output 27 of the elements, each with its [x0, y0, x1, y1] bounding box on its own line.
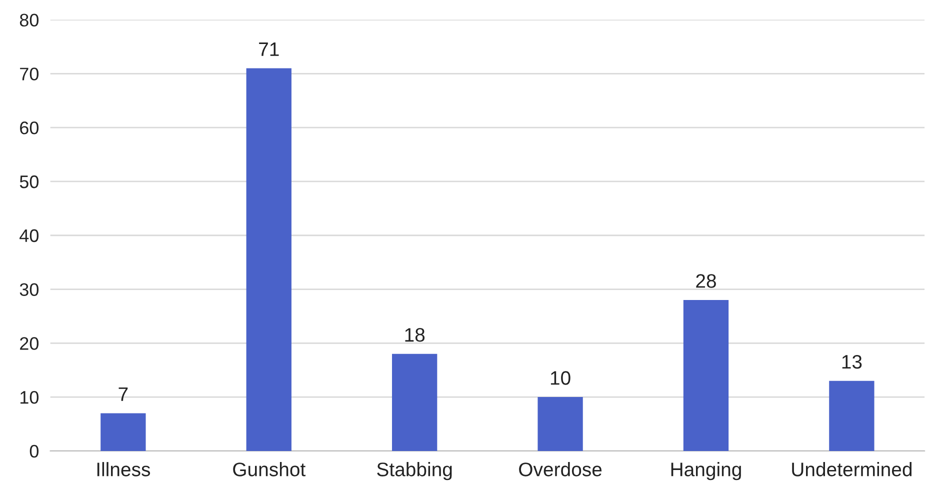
bar	[538, 397, 583, 451]
data-label: 28	[696, 274, 716, 288]
y-tick-label: 20	[20, 337, 39, 350]
y-tick-label: 40	[20, 229, 39, 242]
x-tick-label: Gunshot	[233, 462, 306, 476]
bar	[392, 354, 438, 451]
y-tick-label: 70	[20, 68, 39, 80]
x-tick-label: Hanging	[671, 462, 741, 480]
x-tick-label: Stabbing	[377, 462, 452, 480]
data-label: 10	[550, 371, 570, 385]
bar	[100, 413, 146, 451]
y-tick-label: 30	[20, 283, 39, 296]
y-tick-label: 0	[30, 444, 39, 458]
x-tick-label: Overdose	[519, 462, 602, 476]
y-tick-label: 10	[20, 390, 39, 404]
bar	[829, 380, 874, 451]
y-tick-label: 80	[20, 14, 39, 27]
y-tick-label: 50	[20, 175, 39, 188]
x-tick-label: Undetermined	[792, 462, 912, 476]
data-label: 18	[405, 328, 425, 342]
bar	[683, 300, 729, 451]
bar	[246, 68, 292, 451]
x-tick-label: Illness	[97, 462, 150, 476]
data-label: 13	[842, 354, 862, 369]
data-label: 71	[259, 42, 279, 56]
data-label: 7	[118, 387, 128, 401]
y-tick-label: 60	[20, 122, 39, 134]
